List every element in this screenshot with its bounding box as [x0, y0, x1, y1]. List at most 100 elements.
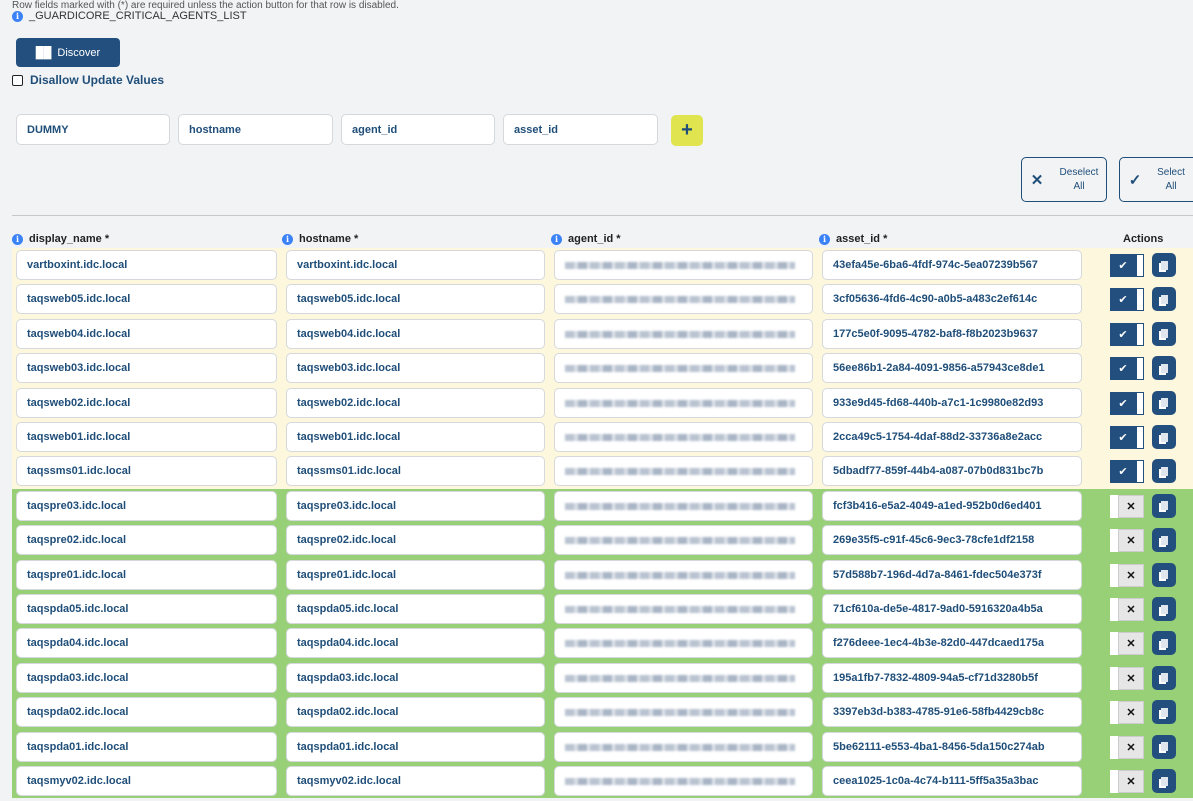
- agent-id-input-redacted[interactable]: [554, 387, 813, 418]
- hostname-input[interactable]: taqspda04.idc.local: [286, 628, 545, 659]
- display-name-input[interactable]: taqsweb04.idc.local: [16, 318, 277, 349]
- row-enable-toggle[interactable]: ✕: [1110, 563, 1144, 587]
- asset-id-input[interactable]: fcf3b416-e5a2-4049-a1ed-952b0d6ed401: [822, 490, 1082, 521]
- hostname-input[interactable]: taqsweb02.idc.local: [286, 387, 545, 418]
- asset-id-input[interactable]: 195a1fb7-7832-4809-94a5-cf71d3280b5f: [822, 662, 1082, 693]
- agent-id-input-redacted[interactable]: [554, 731, 813, 762]
- copy-row-button[interactable]: [1152, 356, 1176, 381]
- row-enable-toggle[interactable]: ✕: [1110, 701, 1144, 725]
- agent-id-input-redacted[interactable]: [554, 525, 813, 556]
- asset-id-input[interactable]: 177c5e0f-9095-4782-baf8-f8b2023b9637: [822, 318, 1082, 349]
- copy-row-button[interactable]: [1152, 528, 1176, 553]
- display-name-input[interactable]: taqsweb02.idc.local: [16, 387, 277, 418]
- disallow-update-checkbox[interactable]: Disallow Update Values: [12, 73, 164, 87]
- row-enable-toggle[interactable]: ✔: [1110, 254, 1144, 277]
- asset-id-input[interactable]: f276deee-1ec4-4b3e-82d0-447dcaed175a: [822, 628, 1082, 659]
- asset-id-input[interactable]: 269e35f5-c91f-45c6-9ec3-78cfe1df2158: [822, 525, 1082, 556]
- hostname-input[interactable]: taqsweb03.idc.local: [286, 353, 545, 384]
- display-name-input[interactable]: taqspda05.idc.local: [16, 594, 277, 624]
- hostname-input[interactable]: taqspda02.idc.local: [286, 697, 545, 728]
- hostname-input[interactable]: taqspre02.idc.local: [286, 525, 545, 556]
- hostname-input[interactable]: taqspda01.idc.local: [286, 731, 545, 762]
- display-name-input[interactable]: taqspda01.idc.local: [16, 731, 277, 762]
- display-name-input[interactable]: taqsweb01.idc.local: [16, 422, 277, 452]
- copy-row-button[interactable]: [1152, 769, 1176, 793]
- hostname-input[interactable]: taqsmyv02.idc.local: [286, 766, 545, 796]
- hostname-input[interactable]: taqsweb04.idc.local: [286, 318, 545, 349]
- row-enable-toggle[interactable]: ✕: [1110, 770, 1144, 793]
- display-name-input[interactable]: taqspre03.idc.local: [16, 490, 277, 521]
- select-all-button[interactable]: ✓ Select All: [1119, 157, 1193, 202]
- discover-button[interactable]: ██ Discover: [16, 38, 120, 67]
- row-enable-toggle[interactable]: ✔: [1110, 426, 1144, 449]
- asset-id-input[interactable]: 71cf610a-de5e-4817-9ad0-5916320a4b5a: [822, 594, 1082, 624]
- agent-id-input-redacted[interactable]: [554, 490, 813, 521]
- new-agent-id-input[interactable]: agent_id: [341, 114, 495, 145]
- copy-row-button[interactable]: [1152, 459, 1176, 484]
- row-enable-toggle[interactable]: ✔: [1110, 391, 1144, 415]
- row-enable-toggle[interactable]: ✕: [1110, 632, 1144, 656]
- asset-id-input[interactable]: 5dbadf77-859f-44b4-a087-07b0d831bc7b: [822, 456, 1082, 487]
- copy-row-button[interactable]: [1152, 734, 1176, 759]
- copy-row-button[interactable]: [1152, 287, 1176, 312]
- hostname-input[interactable]: vartboxint.idc.local: [286, 250, 545, 280]
- row-enable-toggle[interactable]: ✕: [1110, 735, 1144, 759]
- copy-row-button[interactable]: [1152, 631, 1176, 656]
- display-name-input[interactable]: taqsmyv02.idc.local: [16, 766, 277, 796]
- copy-row-button[interactable]: [1152, 562, 1176, 587]
- agent-id-input-redacted[interactable]: [554, 662, 813, 693]
- copy-row-button[interactable]: [1152, 700, 1176, 725]
- new-display-name-input[interactable]: DUMMY: [16, 114, 170, 145]
- hostname-input[interactable]: taqsweb01.idc.local: [286, 422, 545, 452]
- copy-row-button[interactable]: [1152, 665, 1176, 690]
- display-name-input[interactable]: taqspda03.idc.local: [16, 662, 277, 693]
- display-name-input[interactable]: taqsweb03.idc.local: [16, 353, 277, 384]
- agent-id-input-redacted[interactable]: [554, 284, 813, 315]
- display-name-input[interactable]: taqssms01.idc.local: [16, 456, 277, 487]
- agent-id-input-redacted[interactable]: [554, 250, 813, 280]
- asset-id-input[interactable]: ceea1025-1c0a-4c74-b111-5ff5a35a3bac: [822, 766, 1082, 796]
- asset-id-input[interactable]: 3cf05636-4fd6-4c90-a0b5-a483c2ef614c: [822, 284, 1082, 315]
- hostname-input[interactable]: taqsweb05.idc.local: [286, 284, 545, 315]
- copy-row-button[interactable]: [1152, 597, 1176, 621]
- asset-id-input[interactable]: 3397eb3d-b383-4785-91e6-58fb4429cb8c: [822, 697, 1082, 728]
- agent-id-input-redacted[interactable]: [554, 422, 813, 452]
- agent-id-input-redacted[interactable]: [554, 594, 813, 624]
- asset-id-input[interactable]: 5be62111-e553-4ba1-8456-5da150c274ab: [822, 731, 1082, 762]
- display-name-input[interactable]: taqsweb05.idc.local: [16, 284, 277, 315]
- add-row-button[interactable]: +: [671, 115, 703, 146]
- hostname-input[interactable]: taqspda03.idc.local: [286, 662, 545, 693]
- row-enable-toggle[interactable]: ✕: [1110, 529, 1144, 553]
- display-name-input[interactable]: taqspre01.idc.local: [16, 559, 277, 590]
- asset-id-input[interactable]: 43efa45e-6ba6-4fdf-974c-5ea07239b567: [822, 250, 1082, 280]
- display-name-input[interactable]: vartboxint.idc.local: [16, 250, 277, 280]
- agent-id-input-redacted[interactable]: [554, 353, 813, 384]
- copy-row-button[interactable]: [1152, 390, 1176, 415]
- asset-id-input[interactable]: 57d588b7-196d-4d7a-8461-fdec504e373f: [822, 559, 1082, 590]
- agent-id-input-redacted[interactable]: [554, 766, 813, 796]
- deselect-all-button[interactable]: ✕ Deselect All: [1021, 157, 1107, 202]
- display-name-input[interactable]: taqspda04.idc.local: [16, 628, 277, 659]
- copy-row-button[interactable]: [1152, 493, 1176, 518]
- display-name-input[interactable]: taqspre02.idc.local: [16, 525, 277, 556]
- hostname-input[interactable]: taqspre03.idc.local: [286, 490, 545, 521]
- checkbox[interactable]: [12, 74, 23, 86]
- copy-row-button[interactable]: [1152, 253, 1176, 277]
- row-enable-toggle[interactable]: ✕: [1110, 666, 1144, 690]
- asset-id-input[interactable]: 933e9d45-fd68-440b-a7c1-1c9980e82d93: [822, 387, 1082, 418]
- hostname-input[interactable]: taqspre01.idc.local: [286, 559, 545, 590]
- row-enable-toggle[interactable]: ✕: [1110, 494, 1144, 518]
- asset-id-input[interactable]: 2cca49c5-1754-4daf-88d2-33736a8e2acc: [822, 422, 1082, 452]
- row-enable-toggle[interactable]: ✔: [1110, 357, 1144, 381]
- new-hostname-input[interactable]: hostname: [178, 114, 333, 145]
- new-asset-id-input[interactable]: asset_id: [503, 114, 658, 145]
- asset-id-input[interactable]: 56ee86b1-2a84-4091-9856-a57943ce8de1: [822, 353, 1082, 384]
- row-enable-toggle[interactable]: ✔: [1110, 460, 1144, 484]
- agent-id-input-redacted[interactable]: [554, 697, 813, 728]
- row-enable-toggle[interactable]: ✔: [1110, 288, 1144, 312]
- copy-row-button[interactable]: [1152, 321, 1176, 346]
- copy-row-button[interactable]: [1152, 425, 1176, 449]
- agent-id-input-redacted[interactable]: [554, 559, 813, 590]
- agent-id-input-redacted[interactable]: [554, 456, 813, 487]
- row-enable-toggle[interactable]: ✔: [1110, 322, 1144, 346]
